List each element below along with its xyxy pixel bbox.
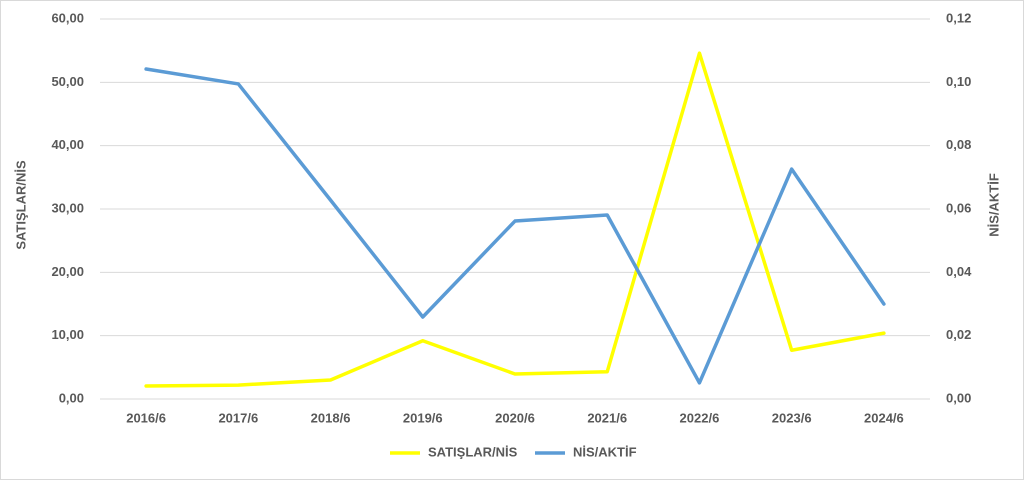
y-tick-label: 50,00 — [51, 74, 84, 89]
x-tick-label: 2023/6 — [772, 410, 812, 425]
y2-tick-label: 0,04 — [946, 264, 972, 279]
series-line — [144, 67, 886, 385]
x-tick-label: 2018/6 — [311, 410, 351, 425]
y-tick-label: 30,00 — [51, 200, 84, 215]
y2-tick-label: 0,00 — [946, 390, 971, 405]
y-tick-label: 60,00 — [51, 10, 84, 25]
y-tick-label: 40,00 — [51, 137, 84, 152]
y2-tick-label: 0,02 — [946, 327, 971, 342]
y2-tick-label: 0,06 — [946, 200, 971, 215]
x-tick-label: 2019/6 — [403, 410, 443, 425]
x-tick-label: 2020/6 — [495, 410, 535, 425]
x-tick-label: 2017/6 — [218, 410, 258, 425]
y2-tick-label: 0,08 — [946, 137, 971, 152]
x-tick-label: 2022/6 — [680, 410, 720, 425]
legend-label: NİS/AKTİF — [573, 444, 637, 459]
x-tick-label: 2021/6 — [587, 410, 627, 425]
y-tick-label: 0,00 — [59, 390, 84, 405]
series-line — [144, 51, 886, 388]
legend-label: SATIŞLAR/NİS — [428, 444, 518, 459]
x-tick-label: 2016/6 — [126, 410, 166, 425]
y-tick-label: 10,00 — [51, 327, 84, 342]
x-tick-label: 2024/6 — [864, 410, 904, 425]
y-tick-label: 20,00 — [51, 264, 84, 279]
y2-tick-label: 0,12 — [946, 10, 971, 25]
y-axis-title: SATIŞLAR/NİS — [13, 160, 28, 250]
y2-axis-title: NİS/AKTİF — [986, 173, 1001, 237]
y2-tick-label: 0,10 — [946, 74, 971, 89]
